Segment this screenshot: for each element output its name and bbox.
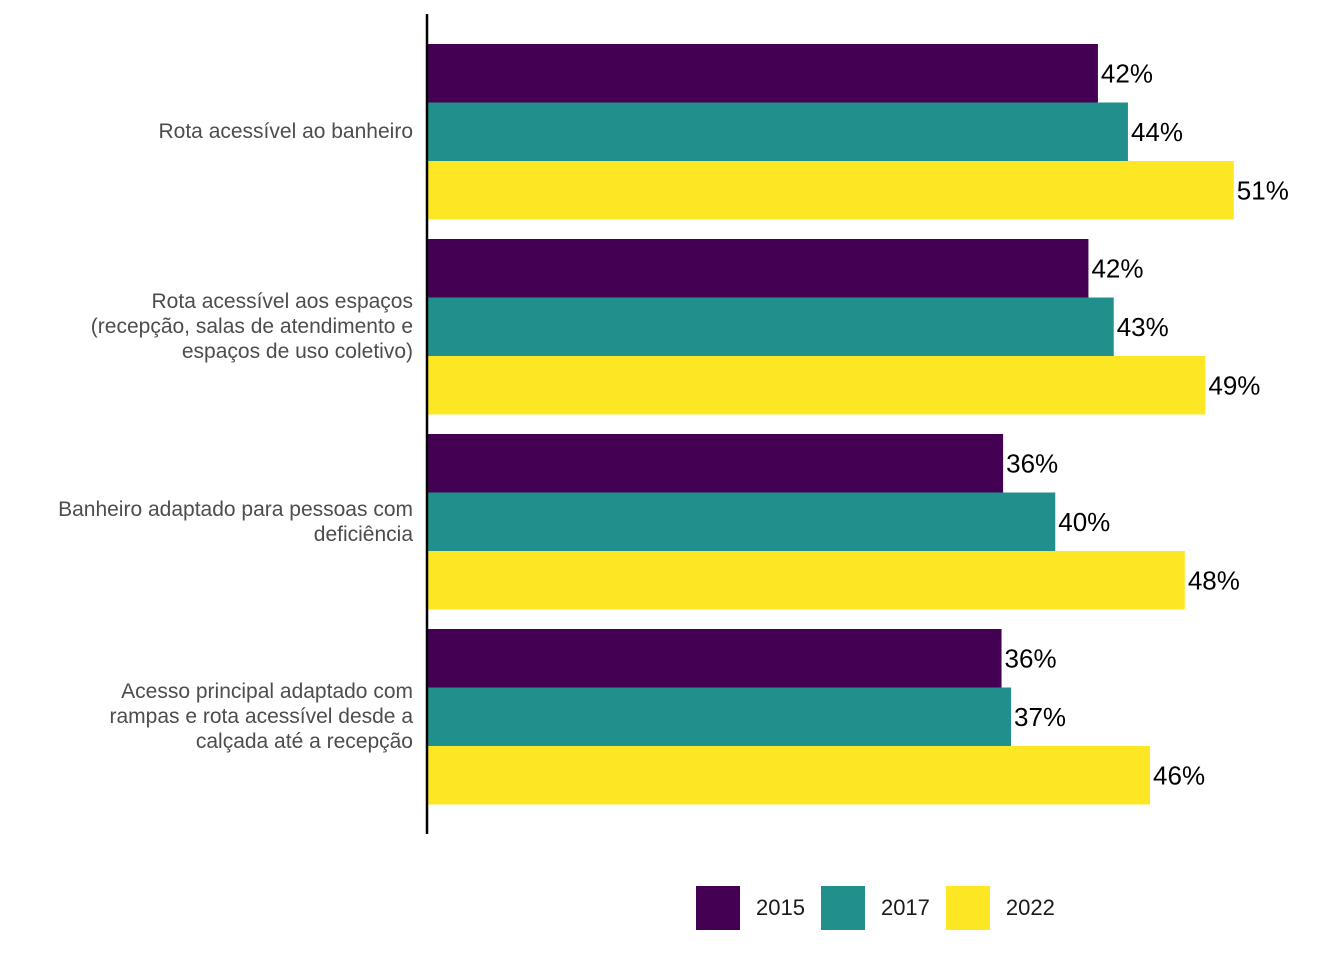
category-label-line: calçada até a recepção: [195, 730, 413, 754]
legend-label-2017: 2017: [880, 895, 930, 920]
bar-2017-3: [428, 687, 1012, 746]
category-label-line: rampas e rota acessível desde a: [109, 705, 414, 729]
bar-2017-1: [428, 297, 1114, 356]
legend-label-2022: 2022: [1005, 895, 1055, 920]
bars-group: [428, 44, 1234, 805]
value-label-2022-0: 51%: [1237, 175, 1289, 205]
bar-2015-0: [428, 44, 1098, 103]
legend-item-2015: 2015: [696, 886, 805, 930]
bar-2022-0: [428, 161, 1234, 220]
bar-2015-1: [428, 239, 1089, 298]
legend-swatch-2017: [820, 886, 865, 930]
value-label-2022-2: 48%: [1188, 565, 1240, 595]
value-label-2022-1: 49%: [1208, 370, 1260, 400]
category-label-1: Rota acessível aos espaços (recepção, sal…: [0, 289, 413, 364]
bar-2022-1: [428, 356, 1206, 415]
category-label-line: deficiência: [313, 522, 413, 546]
legend-label-2015: 2015: [756, 895, 805, 920]
legend-item-2022: 2022: [945, 886, 1055, 930]
value-label-2015-1: 42%: [1091, 253, 1143, 283]
value-label-2015-0: 42%: [1101, 58, 1153, 88]
value-label-2017-0: 44%: [1131, 117, 1183, 147]
value-label-2017-3: 37%: [1014, 702, 1066, 732]
category-label-line: espaços de uso coletivo): [181, 340, 413, 364]
category-label-line: (recepção, salas de atendimento e: [90, 315, 413, 339]
bar-2017-2: [428, 492, 1056, 551]
bar-2015-3: [428, 629, 1002, 688]
value-labels-group: 42%44%51%42%43%49%36%40%48%36%37%46%: [1005, 58, 1289, 790]
value-label-2022-3: 46%: [1153, 760, 1205, 790]
bar-2017-0: [428, 102, 1128, 161]
bar-2015-2: [428, 434, 1004, 493]
legend-item-2017: 2017: [820, 886, 930, 930]
category-label-line: Rota acessível aos espaços: [151, 290, 413, 314]
category-label-2: Banheiro adaptado para pessoas com defici…: [0, 497, 413, 547]
category-label-line: Acesso principal adaptado com: [121, 680, 413, 704]
value-label-2015-2: 36%: [1006, 448, 1058, 478]
category-label-0: Rota acessível ao banheiro: [0, 119, 414, 144]
legend: 2015 2017 2022: [696, 886, 1071, 930]
category-label-line: Banheiro adaptado para pessoas com: [58, 497, 413, 521]
category-label-3: Acesso principal adaptado com rampas e ro…: [0, 679, 414, 754]
value-label-2017-1: 43%: [1117, 312, 1169, 342]
bar-2022-3: [428, 746, 1151, 805]
value-label-2017-2: 40%: [1058, 507, 1110, 537]
category-label-line: Rota acessível ao banheiro: [158, 120, 414, 144]
value-label-2015-3: 36%: [1005, 643, 1057, 673]
bar-2022-2: [428, 551, 1185, 610]
legend-swatch-2022: [945, 886, 990, 930]
legend-swatch-2015: [696, 886, 740, 930]
